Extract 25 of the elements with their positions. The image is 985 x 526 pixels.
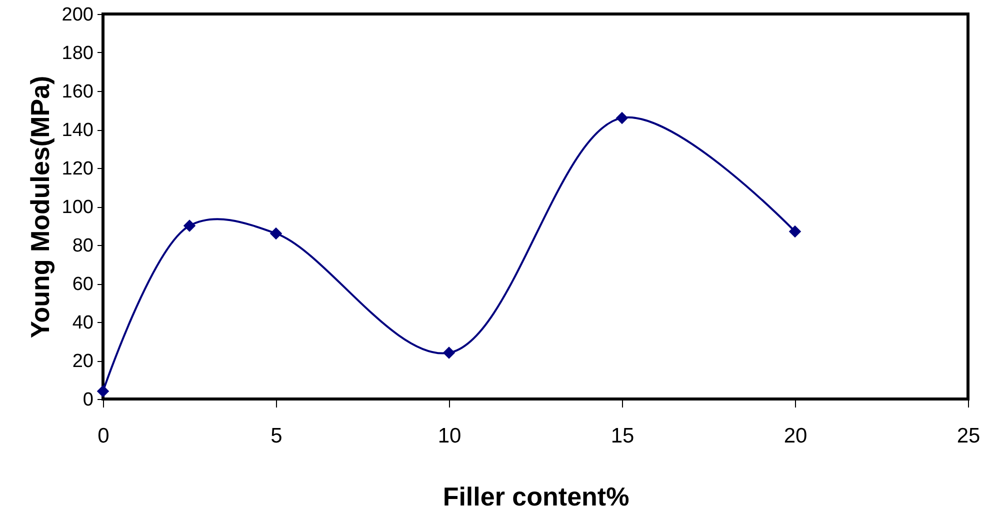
x-tick-label: 10 <box>438 424 462 448</box>
x-tick-label: 5 <box>270 424 282 448</box>
point <box>270 227 282 240</box>
point <box>442 346 456 359</box>
y-tick-label: 120 <box>62 158 94 180</box>
y-tick-label: 0 <box>82 390 94 410</box>
y-tick-label: 100 <box>62 197 94 218</box>
y-tick-label: 200 <box>62 4 94 26</box>
x-tick-label: 20 <box>784 424 808 448</box>
point <box>96 385 110 398</box>
y-tick-label: 40 <box>72 312 94 334</box>
x-axis-title: Filler content% <box>442 482 630 512</box>
y-tick-label: 80 <box>72 236 94 256</box>
y-tick-label: 160 <box>62 82 94 102</box>
y-tick-label: 140 <box>62 120 94 141</box>
x-tick-label: 0 <box>98 424 110 448</box>
y-tick-label: 60 <box>72 274 94 295</box>
point <box>788 225 802 238</box>
y-axis-title: Young Modules(MPa) <box>24 76 55 338</box>
y-tick-label: 180 <box>62 43 94 64</box>
x-tick-label: 15 <box>610 424 634 448</box>
point <box>183 220 196 232</box>
point <box>616 112 628 124</box>
x-tick-label: 25 <box>956 424 980 448</box>
y-tick-label: 20 <box>72 351 94 372</box>
